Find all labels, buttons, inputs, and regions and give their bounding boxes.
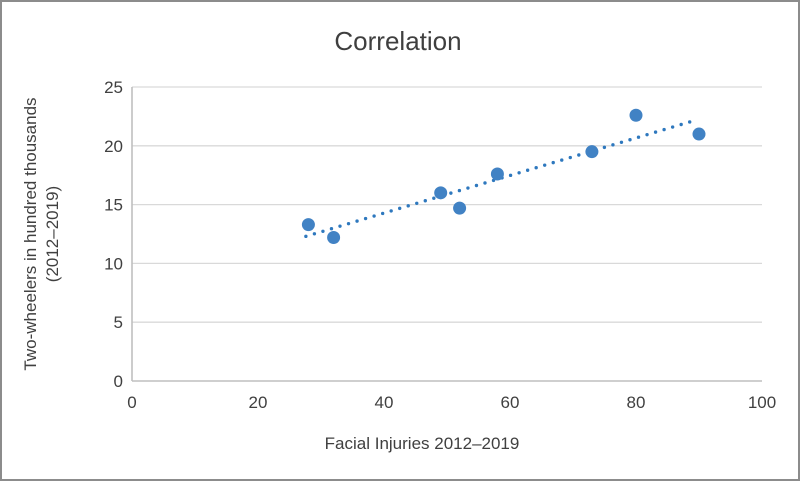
data-point	[585, 145, 599, 159]
x-tick-label: 80	[627, 393, 646, 412]
data-point	[301, 218, 315, 232]
y-tick-label: 0	[114, 372, 123, 391]
data-point	[692, 127, 706, 141]
data-point	[434, 186, 448, 200]
y-tick-label: 25	[104, 78, 123, 97]
data-point	[327, 231, 341, 245]
x-tick-label: 60	[501, 393, 520, 412]
y-tick-label: 20	[104, 137, 123, 156]
y-tick-label: 5	[114, 313, 123, 332]
data-point	[629, 108, 643, 122]
x-tick-label: 0	[127, 393, 136, 412]
x-tick-label: 40	[375, 393, 394, 412]
y-tick-label: 10	[104, 254, 123, 273]
x-tick-label: 20	[249, 393, 268, 412]
chart-title: Correlation	[334, 26, 462, 56]
data-point	[490, 167, 504, 181]
x-axis-title: Facial Injuries 2012–2019	[324, 434, 520, 453]
y-tick-label: 15	[104, 196, 123, 215]
data-point	[453, 201, 467, 215]
x-tick-label: 100	[748, 393, 776, 412]
